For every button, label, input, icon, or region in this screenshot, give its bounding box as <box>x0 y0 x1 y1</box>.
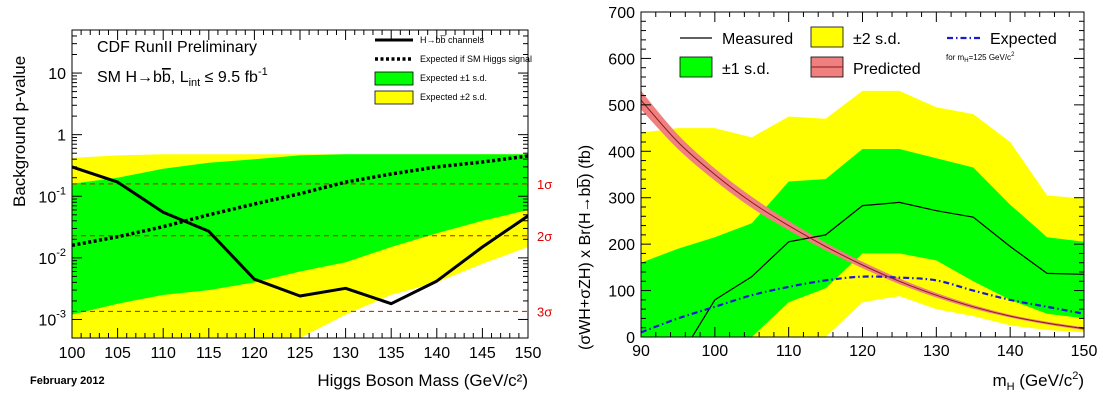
cross-section-y-axis-label: (σWH+σZH) x Br(H→bb̅) (fb) <box>576 145 594 350</box>
pvalue-legend-label: H→bb̅ channels <box>420 35 485 45</box>
pvalue-legend-label: Expected ±2 s.d. <box>420 92 487 102</box>
pvalue-band-1sd <box>72 154 528 315</box>
xs-x-tick-label: 110 <box>776 343 802 360</box>
date-footer: February 2012 <box>30 375 105 387</box>
legend-measured-label: Measured <box>722 31 793 48</box>
pvalue-legend-label: Expected if SM Higgs signal <box>420 54 532 64</box>
pvalue-y-tick-label: 1 <box>57 128 66 145</box>
xs-y-tick-label: 0 <box>626 330 635 347</box>
xs-x-tick-label: 130 <box>923 343 950 360</box>
pvalue-y-tick-label: 10 <box>48 66 66 83</box>
xs-y-tick-label: 700 <box>608 5 635 22</box>
xs-x-tick-label: 100 <box>701 343 728 360</box>
xs-x-tick-label: 90 <box>632 343 650 360</box>
xs-y-tick-label: 600 <box>608 51 635 68</box>
pvalue-x-tick-label: 105 <box>104 345 131 362</box>
pvalue-x-tick-label: 150 <box>515 345 542 362</box>
legend-1sd-label: ±1 s.d. <box>722 61 770 78</box>
pvalue-x-tick-label: 120 <box>241 345 268 362</box>
observed-pvalue-line <box>72 165 528 306</box>
xs-y-tick-label: 100 <box>608 284 635 301</box>
legend-2sd-swatch <box>374 90 414 105</box>
xs-y-tick-label: 500 <box>608 98 635 115</box>
pvalue-y-tick-label: 10-2 <box>38 247 66 268</box>
bbar-b: b <box>162 69 171 86</box>
legend-expected-note: for mH=125 GeV/c2 <box>946 52 1015 64</box>
sigma-label-1: 1σ <box>537 177 552 192</box>
pvalue-legend: H→bb̅ channels Expected if SM Higgs signa… <box>374 35 532 105</box>
legend-1sd-swatch <box>374 71 414 86</box>
pvalue-x-tick-label: 110 <box>150 345 176 362</box>
pvalue-chart-title: CDF RunII Preliminary <box>97 39 257 56</box>
cross-section-x-axis-label: mH (GeV/c2) <box>992 370 1084 393</box>
sigma-label-3: 3σ <box>537 304 552 319</box>
pvalue-y-tick-label: 10-1 <box>38 185 66 206</box>
cross-section-legend: Measured ±2 s.d. Expected for mH=125 GeV/c2… <box>679 26 1057 78</box>
pvalue-x-tick-label: 125 <box>287 345 314 362</box>
xs-band-1sd <box>641 149 1084 337</box>
pvalue-y-axis-label: Background p-value <box>10 56 29 207</box>
pvalue-y-tick-label: 10-3 <box>38 308 66 329</box>
expected-xs-line <box>641 275 1084 334</box>
pvalue-legend-label: Expected ±1 s.d. <box>420 73 487 83</box>
pvalue-x-tick-label: 135 <box>378 345 405 362</box>
pvalue-x-tick-label: 130 <box>332 345 359 362</box>
pvalue-chart-subtitle: SM H→bb, Lint ≤ 9.5 fb-1 <box>97 66 268 89</box>
xs-y-tick-label: 300 <box>608 191 635 208</box>
legend-expected-label: Expected <box>990 31 1057 48</box>
xs-x-tick-label: 150 <box>1071 343 1098 360</box>
pvalue-x-tick-label: 145 <box>469 345 496 362</box>
sigma-label-2: 2σ <box>537 229 552 244</box>
pvalue-x-tick-label: 140 <box>423 345 450 362</box>
xs-x-tick-label: 140 <box>997 343 1024 360</box>
xs-y-tick-label: 400 <box>608 144 635 161</box>
legend-2sd-swatch <box>810 26 844 48</box>
xs-y-tick-label: 200 <box>608 237 635 254</box>
xs-x-tick-label: 120 <box>849 343 876 360</box>
legend-predicted-label: Predicted <box>853 61 921 78</box>
measured-xs-line <box>691 201 1084 337</box>
pvalue-x-tick-label: 115 <box>196 345 222 362</box>
legend-2sd-label: ±2 s.d. <box>853 31 901 48</box>
expected-pvalue-line <box>72 154 528 248</box>
legend-1sd-swatch <box>679 56 713 78</box>
pvalue-x-axis-label: Higgs Boson Mass (GeV/c²) <box>317 371 528 390</box>
pvalue-x-tick-label: 100 <box>59 345 86 362</box>
pvalue-chart: 100 105 110 115 120 125 130 135 140 145 15010-310-… <box>10 29 552 390</box>
cross-section-chart: 90 100 110 120 130 140 150 0 100 200 300 400 500 600 7… <box>576 5 1098 393</box>
predicted-line <box>641 99 1084 330</box>
